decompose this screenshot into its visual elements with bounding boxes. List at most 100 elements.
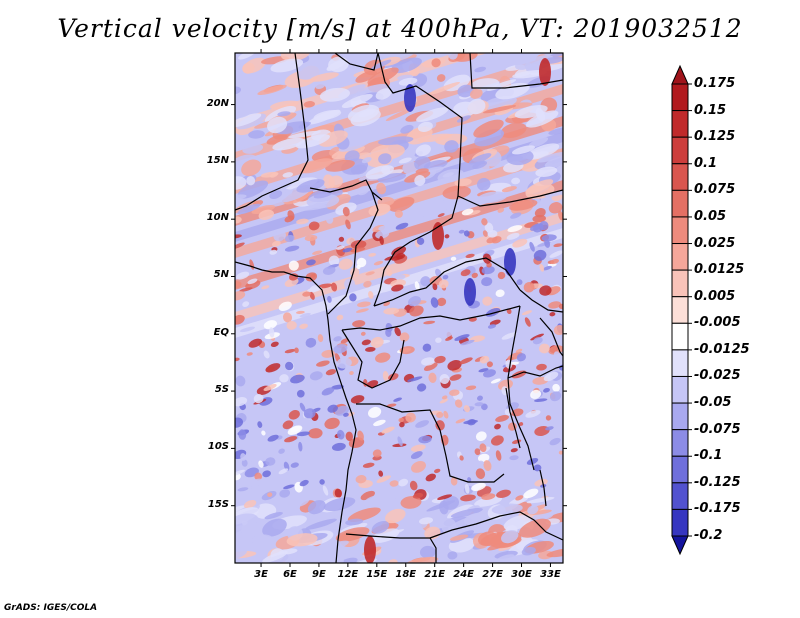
field-cell — [474, 66, 487, 73]
field-cell — [434, 355, 446, 364]
field-cell — [248, 338, 263, 348]
field-cell — [416, 237, 425, 245]
field-cell — [543, 387, 550, 393]
field-cell — [512, 238, 528, 248]
field-cell — [484, 222, 494, 233]
field-cell — [548, 202, 563, 214]
field-cell — [308, 221, 320, 231]
colorbar-segment — [671, 455, 689, 484]
field-cell — [322, 485, 329, 496]
colorbar-label: -0.175 — [694, 501, 741, 517]
colorbar-label: -0.125 — [694, 474, 741, 490]
border-zambia — [429, 511, 563, 541]
field-cell — [326, 60, 346, 71]
field-cell — [434, 468, 441, 474]
field-cell — [526, 496, 555, 504]
field-cell — [472, 160, 488, 170]
lon-label: 6E — [283, 569, 297, 580]
field-cell — [284, 245, 300, 252]
field-cell — [558, 210, 563, 221]
field-cell — [511, 145, 536, 155]
field-cell — [449, 389, 460, 396]
colorbar-min-arrow — [671, 535, 689, 556]
field-cell — [261, 430, 266, 436]
field-cell — [368, 253, 377, 257]
field-cell — [262, 518, 287, 537]
field-cell — [539, 285, 552, 296]
field-cell — [296, 431, 310, 437]
field-cell — [474, 495, 503, 507]
field-cell — [534, 398, 548, 402]
field-cell — [267, 116, 288, 134]
lon-label: 21E — [424, 569, 446, 580]
field-cell — [423, 320, 436, 325]
field-cell — [392, 443, 407, 448]
field-cell — [303, 408, 316, 419]
colorbar-segment — [671, 189, 689, 218]
field-cell — [235, 234, 242, 239]
field-cell — [454, 334, 470, 341]
field-cell — [471, 482, 486, 491]
border-east-b — [507, 365, 563, 379]
field-cell — [242, 301, 250, 307]
field-cell — [375, 88, 392, 100]
colorbar-label: 0.175 — [694, 76, 736, 91]
field-cell — [309, 371, 323, 381]
field-cell — [491, 435, 504, 446]
field-cell — [414, 281, 420, 291]
field-cell — [436, 74, 446, 82]
field-cell — [474, 448, 481, 456]
field-cell — [237, 180, 269, 199]
field-cell — [362, 462, 375, 468]
field-cell — [546, 548, 563, 558]
field-cell — [288, 130, 321, 139]
field-cell — [409, 305, 424, 317]
border-car — [373, 257, 521, 307]
field-cell — [450, 508, 483, 518]
field-cell — [235, 533, 257, 540]
border-sahara-a — [235, 53, 309, 211]
field-cell — [313, 109, 342, 121]
field-cell — [549, 437, 561, 446]
field-cell — [490, 378, 501, 384]
field-cell — [481, 218, 488, 226]
field-cell — [237, 487, 249, 492]
field-cell — [471, 78, 500, 90]
field-cell — [536, 363, 547, 371]
field-cell — [478, 368, 489, 373]
field-cell — [411, 461, 426, 473]
colorbar-label: -0.0125 — [694, 341, 750, 357]
field-cell — [467, 98, 486, 115]
colorbar-label: 0.025 — [694, 235, 736, 251]
field-cell — [415, 168, 429, 174]
field-cell — [526, 110, 559, 128]
field-cell — [360, 331, 366, 336]
field-cell — [350, 164, 368, 175]
field-cell — [247, 278, 258, 285]
field-cell — [300, 442, 315, 448]
field-cell — [386, 403, 397, 408]
field-cell — [327, 404, 338, 413]
field-cell — [378, 292, 388, 300]
field-cell — [481, 265, 495, 275]
field-cell — [235, 397, 248, 407]
field-cell — [254, 472, 263, 481]
field-cell — [306, 259, 316, 266]
field-cell — [263, 384, 277, 391]
field-cell — [277, 111, 291, 117]
colorbar-segment — [671, 402, 689, 431]
field-cell — [437, 213, 445, 218]
border-chad-cameroon — [327, 191, 379, 315]
field-cell — [385, 328, 392, 337]
field-cell — [549, 250, 563, 258]
field-cell — [525, 410, 541, 418]
field-cell — [242, 143, 264, 154]
field-cell — [278, 301, 292, 312]
field-cell — [467, 477, 472, 483]
field-cell — [495, 82, 530, 100]
field-cell — [471, 272, 478, 279]
field-cell — [428, 372, 437, 383]
field-cell — [368, 290, 374, 299]
field-cell — [400, 124, 414, 134]
field-cell — [357, 430, 364, 441]
